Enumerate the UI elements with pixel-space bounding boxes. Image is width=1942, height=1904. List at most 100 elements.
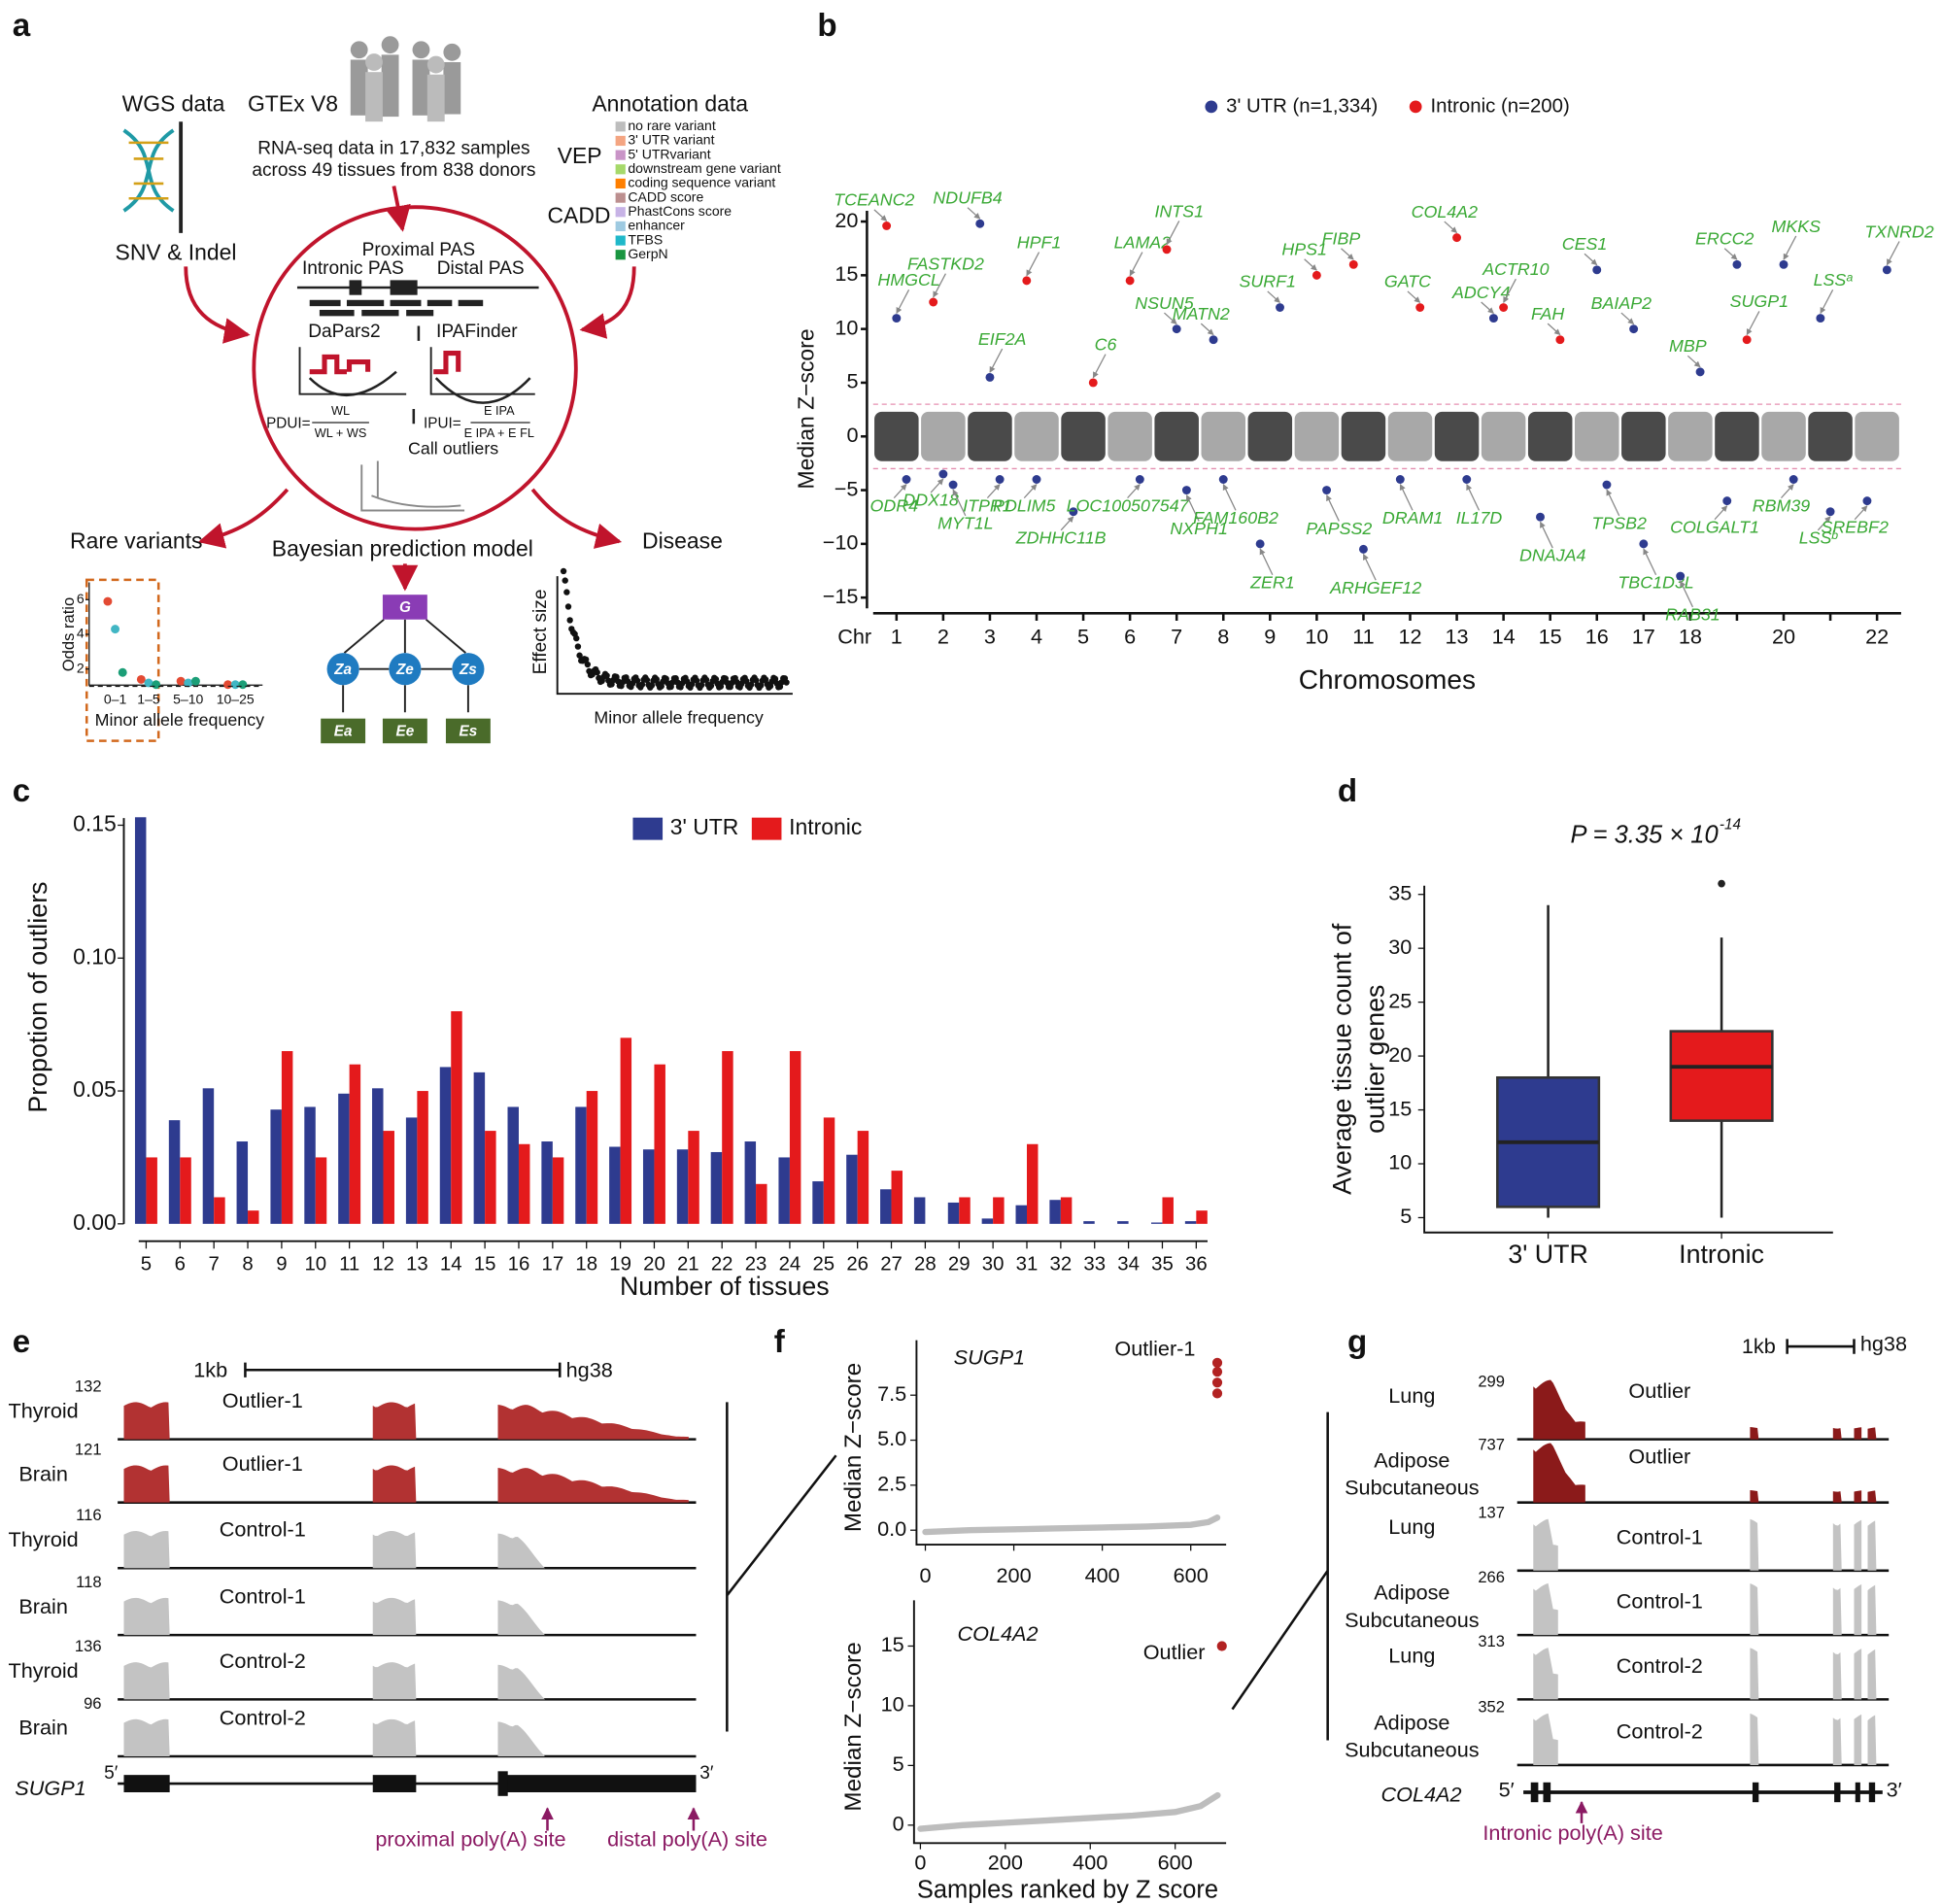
x-tick-label: 18	[575, 1253, 597, 1275]
label: CADD	[547, 202, 610, 227]
bar	[744, 1141, 757, 1224]
odds-point	[190, 676, 200, 686]
coverage	[1533, 1518, 1558, 1571]
track-max: 96	[84, 1694, 101, 1713]
gene-label: COL4A2	[1412, 202, 1478, 221]
coverage	[123, 1531, 170, 1569]
outlier-point	[1211, 1357, 1223, 1368]
gene-label: ZDHHC11B	[1015, 527, 1107, 547]
bar	[1083, 1221, 1095, 1224]
outlier-point	[1209, 335, 1218, 345]
coverage	[372, 1662, 417, 1700]
label: Odds ratio	[59, 597, 78, 671]
bar	[1117, 1221, 1129, 1224]
null-distribution-band	[874, 411, 919, 461]
bar	[214, 1197, 225, 1224]
y-tick-label: 0	[846, 423, 858, 447]
track-label: Control-1	[220, 1584, 306, 1609]
legend-swatch	[615, 135, 626, 147]
label: E IPA + E FL	[464, 425, 534, 440]
annotation-arrow	[1783, 235, 1797, 260]
track-label: Outlier-1	[222, 1451, 303, 1476]
x-tick-label: 23	[745, 1253, 767, 1275]
coverage	[1832, 1587, 1842, 1636]
bar	[507, 1106, 519, 1224]
y-axis-title: Propotion of outliers	[23, 882, 52, 1113]
gene-label: FIBP	[1322, 229, 1361, 249]
annotation-arrow	[1341, 248, 1354, 260]
outlier-point	[1211, 1367, 1223, 1377]
bar	[202, 1088, 215, 1224]
outlier-point	[1789, 475, 1798, 484]
y-tick-label: 0.0	[877, 1516, 906, 1541]
gene-label: DNAJA4	[1519, 546, 1585, 565]
null-distribution-band	[1061, 411, 1106, 461]
x-tick-label: 12	[372, 1253, 394, 1275]
track-tissue: Lung	[1388, 1514, 1435, 1539]
gene-label: FASTKD2	[907, 254, 984, 273]
coverage	[1867, 1584, 1877, 1636]
annotation-arrow	[1466, 484, 1481, 511]
annotation-arrow	[1643, 548, 1657, 576]
node-label: Es	[460, 724, 478, 740]
bar	[1026, 1143, 1039, 1224]
x-tick-label: 36	[1185, 1253, 1208, 1275]
odds-point	[152, 680, 161, 690]
axis-line	[912, 1600, 1227, 1845]
track-label: Outlier-1	[222, 1388, 303, 1412]
label: Bayesian prediction model	[272, 535, 533, 561]
coverage	[1533, 1713, 1558, 1765]
coverage	[1533, 1379, 1585, 1440]
x-tick-label: 17	[1632, 625, 1655, 649]
scatter-dot-decor	[562, 577, 568, 584]
track-tissue: Lung	[1388, 1383, 1435, 1408]
track-max: 116	[76, 1506, 101, 1524]
bar	[1015, 1205, 1027, 1224]
coverage	[1750, 1713, 1759, 1765]
null-distribution-band	[1808, 411, 1853, 461]
track-tissue: Subcutaneous	[1345, 1475, 1480, 1499]
odds-point	[238, 680, 248, 690]
track-max: 266	[1478, 1568, 1505, 1586]
box	[1669, 1030, 1774, 1122]
y-tick-label: 35	[1388, 880, 1412, 904]
gene-label: DRAM1	[1382, 508, 1443, 527]
track-tissue: Thyroid	[9, 1658, 79, 1683]
label: Rare variants	[70, 528, 202, 554]
ranked-curve	[917, 1791, 1221, 1832]
x-tick-label: 10	[1305, 625, 1328, 649]
annotation-arrow	[930, 478, 944, 493]
ranked-curve	[922, 1514, 1221, 1536]
x-tick-label: 0	[919, 1563, 931, 1587]
outlier-point	[1415, 303, 1425, 312]
bar	[654, 1064, 665, 1224]
outlier-point	[1536, 512, 1545, 522]
coverage	[1867, 1520, 1877, 1571]
bar	[134, 817, 147, 1224]
scatter-dot-decor	[783, 679, 790, 686]
bar	[959, 1197, 971, 1224]
null-distribution-band	[1761, 411, 1806, 461]
bar	[236, 1141, 249, 1224]
gene-label: TXNRD2	[1864, 221, 1933, 241]
label: 3′	[1887, 1777, 1902, 1801]
annotation-arrow	[1185, 494, 1200, 522]
y-axis-title: Median Z−score	[793, 328, 818, 489]
label: Minor allele frequency	[594, 707, 763, 727]
track-tissue: Lung	[1388, 1644, 1435, 1668]
track-label: Control-2	[220, 1706, 306, 1730]
track-tissue: Adipose	[1374, 1581, 1449, 1605]
gene-label: LOC100507547	[1067, 495, 1190, 515]
bar	[281, 1051, 293, 1224]
annotation-arrow	[1854, 505, 1868, 521]
x-tick-label: 9	[276, 1253, 287, 1275]
bar	[947, 1202, 960, 1224]
coverage	[1854, 1649, 1862, 1700]
bar	[1196, 1210, 1208, 1224]
scatter-dot-decor	[563, 589, 570, 595]
panel-label: f	[774, 1324, 786, 1360]
annotation-arrow	[1267, 290, 1280, 303]
outlier-point	[929, 297, 938, 307]
annotation-arrow	[1481, 301, 1494, 314]
x-tick-label: 35	[1151, 1253, 1174, 1275]
